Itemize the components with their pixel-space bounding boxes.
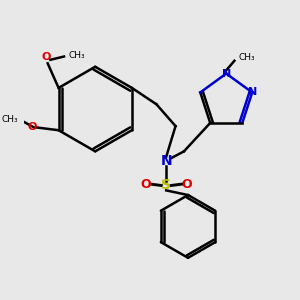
Text: O: O bbox=[182, 178, 192, 190]
Text: CH₃: CH₃ bbox=[68, 51, 85, 60]
Text: N: N bbox=[160, 154, 172, 168]
Text: S: S bbox=[161, 178, 171, 193]
Text: O: O bbox=[140, 178, 151, 190]
Text: CH₃: CH₃ bbox=[238, 53, 255, 62]
Text: CH₃: CH₃ bbox=[1, 115, 18, 124]
Text: N: N bbox=[222, 69, 231, 79]
Text: O: O bbox=[42, 52, 51, 62]
Text: N: N bbox=[248, 87, 257, 98]
Text: O: O bbox=[27, 122, 37, 133]
